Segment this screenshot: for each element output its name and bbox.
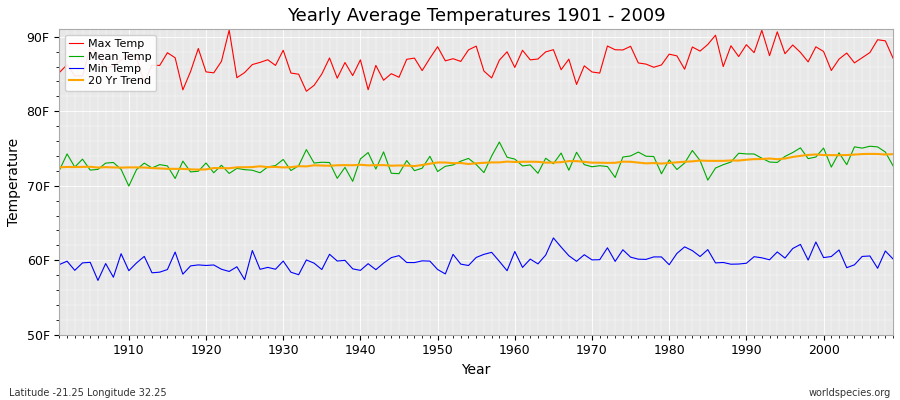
Mean Temp: [116, 167, 127, 172]
Line: Min Temp: Min Temp: [59, 238, 893, 280]
Line: 20 Yr Trend: 20 Yr Trend: [59, 154, 893, 170]
Legend: Max Temp, Mean Temp, Min Temp, 20 Yr Trend: Max Temp, Mean Temp, Min Temp, 20 Yr Tre…: [65, 35, 157, 91]
Line: Mean Temp: Mean Temp: [59, 142, 893, 186]
Max Temp: [293, 72, 304, 77]
Max Temp: [224, 28, 235, 32]
Max Temp: [347, 73, 358, 78]
20 Yr Trend: [54, 165, 65, 170]
Min Temp: [509, 249, 520, 254]
Mean Temp: [123, 184, 134, 188]
Max Temp: [54, 70, 65, 75]
20 Yr Trend: [518, 159, 528, 164]
Mean Temp: [518, 164, 528, 168]
Mean Temp: [887, 164, 898, 168]
Min Temp: [123, 268, 134, 273]
Mean Temp: [617, 155, 628, 160]
Mean Temp: [525, 162, 535, 167]
Text: Latitude -21.25 Longitude 32.25: Latitude -21.25 Longitude 32.25: [9, 388, 166, 398]
20 Yr Trend: [293, 164, 304, 168]
Min Temp: [293, 272, 304, 277]
20 Yr Trend: [193, 167, 203, 172]
20 Yr Trend: [339, 163, 350, 168]
Text: worldspecies.org: worldspecies.org: [809, 388, 891, 398]
Max Temp: [301, 89, 311, 94]
Max Temp: [518, 48, 528, 53]
Min Temp: [339, 258, 350, 263]
Min Temp: [617, 247, 628, 252]
20 Yr Trend: [610, 160, 621, 165]
Max Temp: [617, 48, 628, 52]
Min Temp: [518, 265, 528, 270]
Line: Max Temp: Max Temp: [59, 30, 893, 91]
Mean Temp: [494, 140, 505, 144]
20 Yr Trend: [509, 160, 520, 164]
20 Yr Trend: [887, 152, 898, 156]
20 Yr Trend: [116, 165, 127, 170]
Max Temp: [116, 58, 127, 63]
Min Temp: [887, 256, 898, 261]
20 Yr Trend: [865, 152, 876, 156]
X-axis label: Year: Year: [462, 363, 490, 377]
Min Temp: [548, 236, 559, 240]
Mean Temp: [339, 165, 350, 170]
Min Temp: [93, 278, 104, 283]
Mean Temp: [54, 168, 65, 173]
Title: Yearly Average Temperatures 1901 - 2009: Yearly Average Temperatures 1901 - 2009: [287, 7, 665, 25]
Y-axis label: Temperature: Temperature: [7, 138, 21, 226]
Max Temp: [887, 56, 898, 61]
Min Temp: [54, 262, 65, 267]
Max Temp: [525, 58, 535, 62]
Mean Temp: [293, 163, 304, 168]
